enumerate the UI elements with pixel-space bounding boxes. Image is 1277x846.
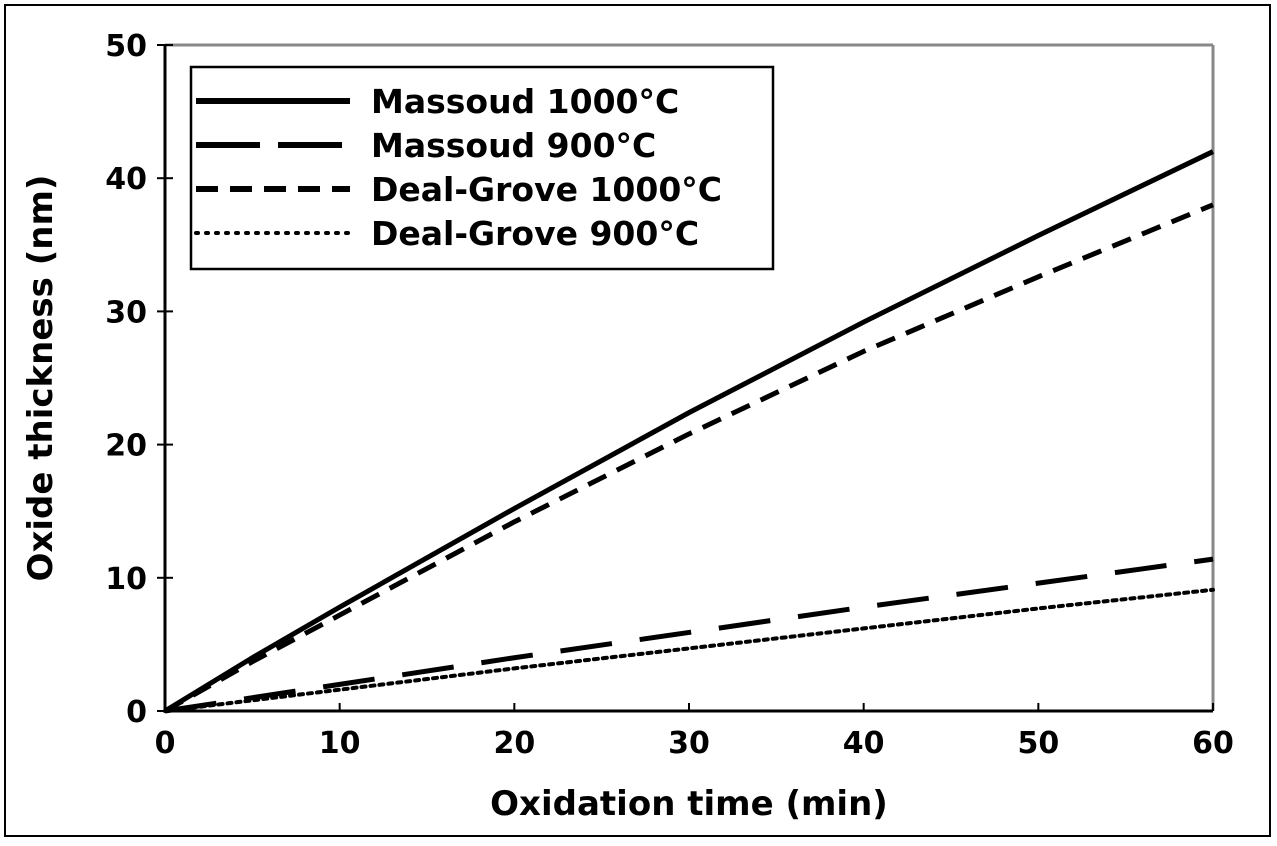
y-tick-label: 50 <box>105 29 147 64</box>
legend-label-1: Massoud 900°C <box>371 126 656 165</box>
y-tick-label: 20 <box>105 429 147 464</box>
y-axis-label: Oxide thickness (nm) <box>21 175 61 582</box>
legend-label-0: Massoud 1000°C <box>371 82 679 121</box>
series-line-2 <box>163 202 1214 714</box>
x-tick-label: 50 <box>1017 726 1059 761</box>
x-tick-label: 40 <box>843 726 885 761</box>
legend-label-3: Deal-Grove 900°C <box>371 214 699 253</box>
x-axis-label: Oxidation time (min) <box>490 784 888 824</box>
x-tick-label: 60 <box>1192 726 1234 761</box>
series-line-3 <box>163 587 1215 713</box>
series-line-0 <box>163 149 1215 714</box>
y-tick-label: 30 <box>105 295 147 330</box>
y-tick-label: 0 <box>126 695 147 730</box>
legend-label-2: Deal-Grove 1000°C <box>371 170 722 209</box>
series-line-1 <box>164 556 1214 714</box>
x-tick-label: 0 <box>155 726 176 761</box>
x-tick-label: 20 <box>493 726 535 761</box>
y-tick-label: 40 <box>105 162 147 197</box>
y-tick-label: 10 <box>105 562 147 597</box>
x-tick-label: 10 <box>319 726 361 761</box>
x-tick-label: 30 <box>668 726 710 761</box>
